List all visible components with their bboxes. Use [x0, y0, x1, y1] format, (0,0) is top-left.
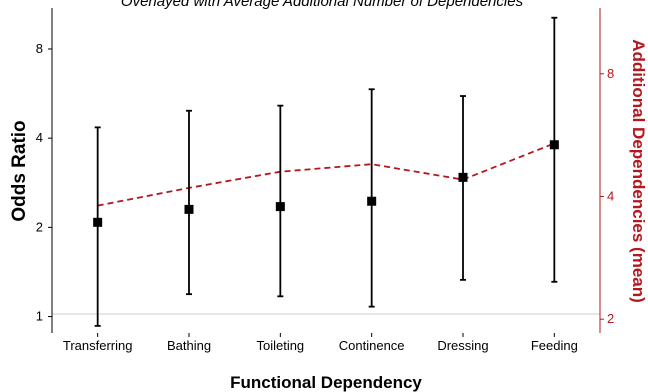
y2-axis-title: Additional Dependencies (mean): [629, 39, 648, 303]
ticks-layer: 1 2 4 8 2 4 8 Transferring Bathing Toileting Conti…: [36, 41, 614, 353]
x-tick-label: Dressing: [437, 338, 488, 353]
y2-tick-label: 8: [607, 66, 614, 81]
y2-tick-label: 2: [607, 311, 614, 326]
odds-ratio-point: [367, 196, 377, 206]
y-axis-title: Odds Ratio: [9, 120, 30, 221]
x-tick-label: Bathing: [167, 338, 211, 353]
y2-tick-label: 4: [607, 188, 614, 203]
odds-ratio-point: [275, 202, 285, 212]
odds-ratio-point: [549, 140, 559, 150]
y-tick-label: 8: [36, 41, 43, 56]
odds-ratio-point: [458, 172, 468, 182]
y-tick-label: 2: [36, 219, 43, 234]
odds-ratio-point: [184, 204, 194, 214]
x-tick-label: Continence: [339, 338, 405, 353]
odds-ratio-point: [93, 217, 103, 227]
x-tick-label: Feeding: [531, 338, 578, 353]
mean-dependencies-line: [97, 142, 555, 207]
x-tick-label: Transferring: [63, 338, 133, 353]
x-axis-title: Functional Dependency: [230, 373, 422, 392]
chart-subtitle: Overlayed with Average Additional Number…: [121, 0, 524, 10]
marks-layer: [93, 16, 559, 327]
x-tick-label: Toileting: [256, 338, 304, 353]
y-tick-label: 1: [36, 309, 43, 324]
y-tick-label: 4: [36, 130, 43, 145]
